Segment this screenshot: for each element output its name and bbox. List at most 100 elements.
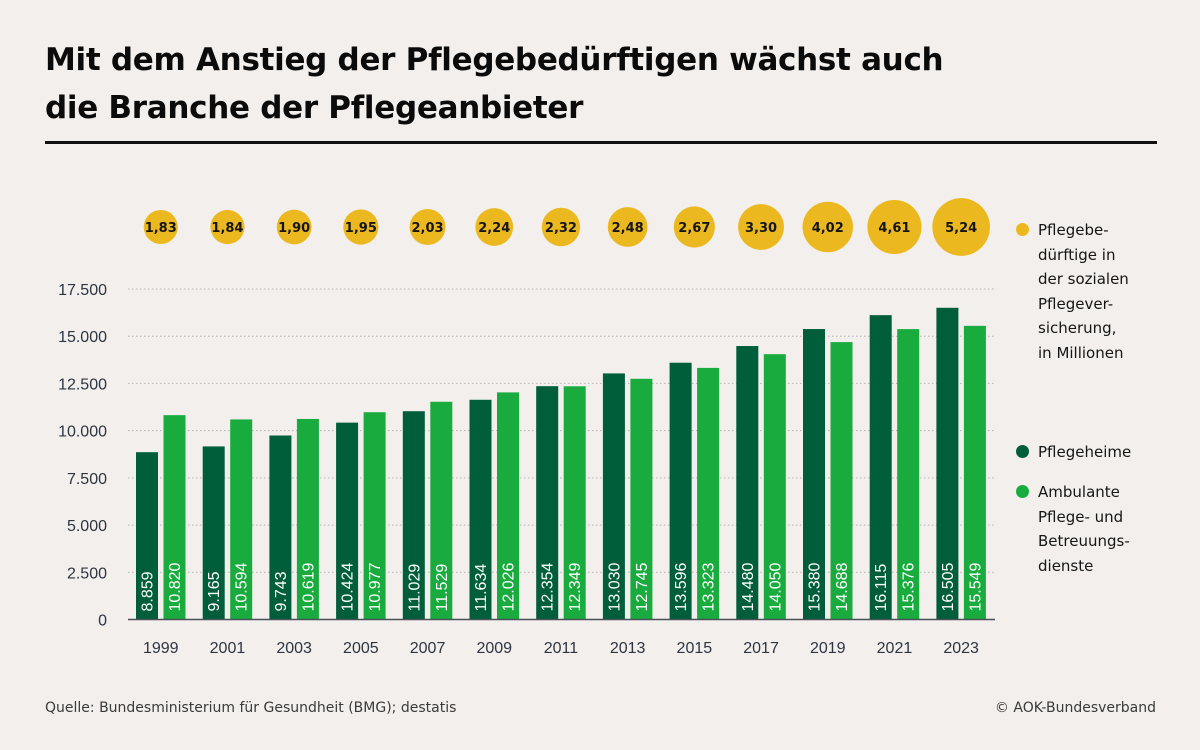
legend-label-pflegeheime: Pflegeheime [1038, 443, 1132, 461]
x-tick-label: 2021 [877, 640, 913, 657]
bar-pflegeheime [602, 373, 625, 620]
bar-ambulant [897, 329, 920, 620]
x-tick-label: 2003 [276, 640, 312, 657]
bar-value-label: 13.596 [673, 562, 690, 611]
bar-value-label: 16.115 [873, 564, 890, 612]
bar-value-label: 11.529 [434, 564, 451, 612]
bubble-label: 1,90 [278, 221, 310, 236]
chart-title-line-1: Mit dem Anstieg der Pflegebedürftigen wä… [45, 42, 944, 78]
bar-pflegeheime [136, 452, 158, 620]
bubble [210, 209, 245, 245]
legend-swatch-ambulant [1016, 485, 1029, 498]
bubble [409, 209, 446, 245]
y-tick-label: 0 [98, 613, 107, 630]
bar-value-label: 9.743 [273, 571, 290, 611]
bar-value-label: 12.349 [567, 562, 584, 611]
bar-value-label: 15.380 [807, 562, 824, 611]
y-tick-label: 10.000 [58, 424, 107, 441]
legend-swatch-bubble [1016, 223, 1029, 236]
bar-ambulant [830, 342, 853, 620]
bar-pflegeheime [936, 307, 959, 620]
bar-pflegeheime [269, 435, 292, 620]
bar-ambulant [497, 392, 519, 620]
bar-pflegeheime [736, 346, 759, 620]
y-tick-label: 15.000 [58, 329, 107, 346]
bubble-label: 5,24 [945, 221, 977, 236]
bar-ambulant [163, 415, 186, 620]
bubble [276, 209, 312, 245]
bar-ambulant [697, 367, 720, 620]
chart-title-line-2: die Branche der Pflegeanbieter [45, 90, 584, 126]
x-tick-label: 2001 [210, 640, 246, 657]
bubble [143, 209, 178, 245]
bubble [932, 198, 990, 256]
bubble [541, 207, 581, 247]
bar-ambulant [296, 418, 319, 620]
bubble [802, 201, 854, 253]
bubble [867, 199, 922, 255]
legend-label-bubble: Pflegebe- dürftige in der sozialen Pfleg… [1038, 221, 1129, 362]
bubble-label: 2,24 [478, 221, 510, 236]
bubble-label: 2,67 [678, 221, 710, 236]
legend-swatch-pflegeheime [1016, 445, 1029, 458]
bubble [673, 206, 715, 248]
bar-value-label: 10.424 [340, 562, 357, 611]
chart-title: Mit dem Anstieg der Pflegebedürftigen wä… [45, 36, 1145, 132]
x-tick-label: 2007 [410, 640, 446, 657]
y-tick-label: 7.500 [67, 471, 107, 488]
bar-ambulant [963, 325, 986, 620]
bar-value-label: 12.354 [540, 562, 557, 611]
bar-ambulant [430, 401, 453, 620]
x-tick-label: 2009 [476, 640, 512, 657]
bar-value-label: 14.688 [834, 562, 851, 611]
bubble [343, 209, 379, 245]
bubble-label: 2,32 [545, 221, 577, 236]
bar-value-label: 9.165 [206, 571, 223, 611]
bar-ambulant [230, 419, 253, 620]
y-tick-label: 2.500 [67, 565, 107, 582]
bubble-label: 2,48 [612, 221, 644, 236]
bar-pflegeheime [669, 362, 692, 620]
bubble-label: 1,95 [345, 221, 377, 236]
bar-value-label: 14.480 [740, 562, 757, 611]
bar-pflegeheime [803, 329, 825, 620]
bubble-label: 3,30 [745, 221, 777, 236]
legend-label-ambulant: Ambulante Pflege- und Betreuungs- dienst… [1038, 483, 1130, 575]
y-tick-label: 12.500 [58, 376, 107, 393]
bubble-label: 2,03 [412, 221, 444, 236]
bar-value-label: 12.026 [501, 562, 518, 611]
bar-ambulant [563, 386, 586, 620]
bar-value-label: 15.376 [901, 562, 918, 611]
bar-value-label: 10.619 [300, 562, 317, 611]
bar-value-label: 10.820 [167, 562, 184, 611]
bar-value-label: 16.505 [940, 562, 957, 611]
bar-pflegeheime [402, 411, 425, 620]
bar-pflegeheime [536, 386, 559, 620]
bar-ambulant [363, 412, 386, 620]
x-tick-label: 2023 [943, 640, 979, 657]
y-tick-label: 17.500 [58, 282, 107, 299]
y-tick-label: 5.000 [67, 518, 107, 535]
bar-value-label: 11.029 [406, 564, 423, 612]
bar-pflegeheime [469, 399, 492, 620]
bar-value-label: 10.594 [234, 562, 251, 611]
bubble-label: 4,61 [878, 221, 910, 236]
bar-pflegeheime [869, 315, 892, 620]
bar-ambulant [630, 378, 653, 620]
bar-ambulant [763, 354, 786, 620]
source-note: Quelle: Bundesministerium für Gesundheit… [45, 700, 457, 716]
bubble [475, 208, 514, 246]
bar-value-label: 13.030 [606, 562, 623, 611]
copyright-note: © AOK-Bundesverband [994, 700, 1156, 716]
bubble-label: 1,84 [211, 221, 243, 236]
bar-value-label: 14.050 [767, 562, 784, 611]
bar-value-label: 11.634 [473, 564, 490, 612]
x-tick-label: 2011 [544, 640, 579, 657]
bubble-label: 4,02 [812, 221, 844, 236]
bubble [607, 207, 648, 247]
x-tick-label: 1999 [143, 640, 179, 657]
x-tick-label: 2019 [810, 640, 846, 657]
x-tick-label: 2017 [743, 640, 779, 657]
bar-pflegeheime [336, 422, 359, 620]
